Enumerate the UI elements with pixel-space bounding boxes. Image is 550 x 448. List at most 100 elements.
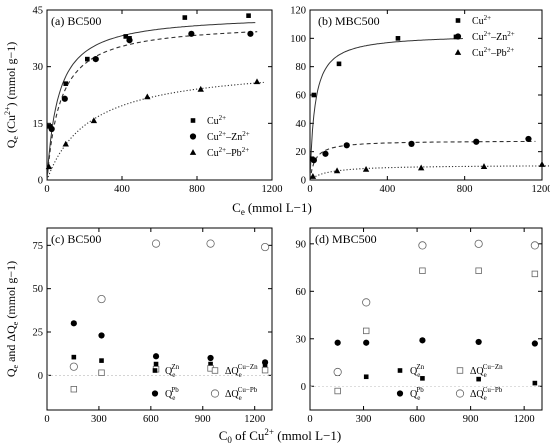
x-tick-label-a: 800 bbox=[189, 184, 205, 195]
data-point-a-1 bbox=[247, 30, 254, 37]
data-point-c-1 bbox=[98, 332, 105, 339]
legend-marker-a-2 bbox=[189, 149, 197, 155]
marks-b bbox=[309, 34, 549, 181]
fit-line-a-1 bbox=[46, 31, 258, 181]
data-point-a-2 bbox=[45, 163, 53, 170]
data-point-d-3 bbox=[418, 241, 427, 250]
data-point-c-1 bbox=[152, 353, 160, 360]
x-tick-label-c: 0 bbox=[44, 414, 49, 425]
data-point-d-1 bbox=[363, 339, 370, 346]
legend-marker-d-2 bbox=[456, 367, 464, 374]
y-tick-label-b: 20 bbox=[296, 147, 307, 158]
legend-label: ΔQeCu−Pb bbox=[225, 386, 258, 402]
x-tick-label-b: 400 bbox=[379, 184, 395, 195]
legend-marker-d-0 bbox=[397, 368, 403, 373]
data-point-b-0 bbox=[336, 61, 342, 67]
data-point-c-0 bbox=[71, 354, 77, 360]
plot-frame-d bbox=[309, 227, 543, 411]
legend-marker-a-1 bbox=[189, 133, 197, 140]
legend-marker-b-1 bbox=[454, 33, 462, 40]
x-tick-label-c: 1200 bbox=[244, 414, 265, 425]
axes-d: 0 300 600 900 1200 0 30 60 90 bbox=[296, 228, 542, 425]
legend-c: QeZn QePb ΔQeCu−Zn ΔQeCu−Pb bbox=[151, 363, 258, 402]
data-point-b-2 bbox=[309, 173, 317, 179]
top-y-axis-label: Qe (Cu2+) (mmol g−1) bbox=[3, 42, 20, 149]
panel-title-b: (b) MBC500 bbox=[318, 14, 380, 28]
data-point-d-2 bbox=[334, 387, 341, 395]
data-point-c-0 bbox=[208, 361, 213, 367]
data-point-a-0 bbox=[246, 13, 251, 18]
data-point-a-2 bbox=[253, 78, 261, 85]
data-point-d-1 bbox=[334, 339, 341, 346]
y-tick-label-a: 30 bbox=[33, 62, 44, 73]
y-tick-label-a: 0 bbox=[38, 176, 43, 187]
data-point-d-2 bbox=[363, 327, 370, 335]
panel-title-c: (c) BC500 bbox=[51, 232, 101, 246]
data-point-c-3 bbox=[97, 294, 106, 304]
data-point-d-0 bbox=[420, 376, 425, 381]
data-point-b-2 bbox=[480, 163, 488, 169]
data-point-b-2 bbox=[538, 161, 546, 167]
y-tick-label-b: 120 bbox=[290, 6, 306, 17]
marks-a bbox=[45, 13, 264, 181]
legend-marker-a-0 bbox=[190, 118, 196, 123]
data-point-a-0 bbox=[85, 56, 90, 62]
data-point-d-1 bbox=[419, 337, 426, 344]
data-point-a-1 bbox=[92, 56, 99, 63]
plot-frame-a bbox=[46, 9, 273, 181]
bottom-y-axis-label: Qe and ΔQe (mmol g−1) bbox=[4, 261, 20, 377]
y-tick-label-a: 15 bbox=[33, 119, 44, 130]
panel-d: (d) MBC500 0 300 600 900 1200 0 30 60 90 QeZn QeP… bbox=[296, 227, 543, 425]
data-point-d-3 bbox=[530, 241, 539, 250]
y-tick-label-b: 40 bbox=[296, 119, 307, 130]
y-tick-label-d: 30 bbox=[296, 334, 307, 345]
x-tick-label-d: 1200 bbox=[514, 414, 535, 425]
legend-label: QePb bbox=[165, 386, 179, 402]
panel-c: (c) BC500 0 300 600 900 1200 0 25 50 75 QeZn QePb… bbox=[33, 227, 273, 425]
y-tick-label-a: 45 bbox=[33, 6, 44, 17]
data-point-d-0 bbox=[532, 380, 538, 386]
legend-marker-d-3 bbox=[455, 389, 465, 398]
x-tick-label-d: 300 bbox=[356, 414, 372, 425]
data-point-d-2 bbox=[531, 270, 539, 278]
data-point-c-2 bbox=[70, 385, 78, 393]
data-point-a-1 bbox=[126, 37, 133, 44]
y-tick-label-c: 25 bbox=[33, 328, 44, 339]
data-point-a-1 bbox=[188, 30, 195, 37]
data-point-b-2 bbox=[417, 164, 425, 171]
legend-label: ΔQeCu−Pb bbox=[470, 386, 503, 402]
data-point-b-1 bbox=[322, 150, 329, 157]
data-point-d-1 bbox=[531, 340, 538, 347]
data-point-b-0 bbox=[311, 92, 317, 98]
data-point-b-2 bbox=[333, 167, 341, 174]
panel-title-a: (a) BC500 bbox=[51, 14, 101, 28]
fit-line-a-2 bbox=[46, 81, 264, 181]
panel-a: (a) BC500 0 400 800 1200 0 15 30 45 Cu2+ Cu2+–Zn… bbox=[33, 6, 283, 196]
legend-marker-c-0 bbox=[152, 368, 158, 373]
legend-b: Cu2+ Cu2+–Zn2+ Cu2+–Pb2+ bbox=[454, 14, 515, 59]
data-point-d-3 bbox=[362, 298, 371, 307]
x-tick-label-c: 900 bbox=[195, 414, 211, 425]
legend-label: ΔQeCu−Zn bbox=[470, 363, 503, 379]
legend-label: Cu2+–Pb2+ bbox=[207, 146, 249, 159]
legend-label: QeZn bbox=[165, 363, 180, 379]
legend-marker-d-1 bbox=[396, 390, 404, 397]
legend-marker-c-3 bbox=[210, 389, 220, 398]
data-point-c-3 bbox=[206, 239, 215, 248]
legend-label: Cu2+ bbox=[472, 14, 491, 27]
data-point-c-1 bbox=[207, 354, 214, 362]
data-point-d-0 bbox=[476, 376, 481, 382]
x-tick-label-a: 1200 bbox=[262, 184, 283, 195]
data-point-d-2 bbox=[419, 267, 426, 274]
data-point-a-0 bbox=[182, 15, 188, 20]
legend-label: Cu2+–Zn2+ bbox=[472, 30, 515, 43]
data-point-b-0 bbox=[395, 36, 401, 41]
y-tick-label-b: 80 bbox=[296, 62, 307, 73]
data-point-a-2 bbox=[90, 117, 98, 124]
data-point-c-0 bbox=[153, 361, 159, 367]
data-point-a-0 bbox=[123, 34, 129, 39]
data-point-c-3 bbox=[260, 242, 270, 252]
data-point-b-1 bbox=[525, 135, 532, 143]
data-point-a-0 bbox=[63, 81, 69, 86]
